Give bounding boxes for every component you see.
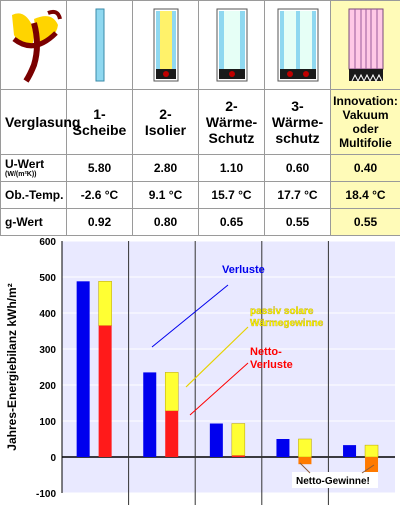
annotation-losses-arrow	[151, 284, 229, 348]
net-loss-bar	[165, 410, 179, 457]
solar-gain-bar	[298, 438, 312, 458]
loss-bar	[209, 423, 223, 457]
surface-temp-cell: 18.4 °C	[330, 181, 400, 209]
loss-bar	[343, 445, 357, 457]
g-value-cell: 0.92	[66, 208, 133, 236]
y-tick-label: 100	[39, 417, 56, 428]
u-value-cell: 1.10	[198, 154, 265, 182]
net-loss-bar	[98, 325, 112, 457]
glazing-header-row: Verglasung 1- Scheibe 2- Isolier 2- Wärme- S…	[0, 89, 400, 155]
solar-gain-bar	[231, 423, 246, 456]
annotation-net-loss-arrow	[189, 362, 249, 416]
annotation-solar-line1: passiv solare	[250, 306, 314, 317]
y-tick-label: 500	[39, 273, 56, 284]
y-tick-label: 300	[39, 345, 56, 356]
u-value-cell: 2.80	[132, 154, 199, 182]
y-tick-label: -100	[36, 489, 56, 500]
loss-bar	[76, 281, 90, 457]
surface-temp-cell: 15.7 °C	[198, 181, 265, 209]
annotation-solar-line2: Wärmegewinne	[250, 318, 324, 329]
y-tick-label: 0	[50, 453, 56, 464]
low-e-double-pane-icon	[198, 0, 265, 90]
g-value-row: g-Wert 0.92 0.80 0.65 0.55 0.55	[0, 208, 400, 236]
row-label-verglasung: Verglasung	[0, 89, 80, 155]
annotation-net-gain-arrow-2	[361, 464, 375, 474]
solar-gain-bar	[98, 281, 112, 326]
triple-pane-window-icon	[264, 0, 331, 90]
annotation-net-gain-arrow-1	[299, 462, 311, 474]
annotation-solar-arrow	[185, 326, 249, 388]
energy-balance-chart: -100 0 100 200 300 400 500 600 Jahres-Energiebil…	[5, 237, 395, 505]
u-value-row: U-Wert (W/(m²K)) 5.80 2.80 1.10 0.60 0.40	[0, 154, 400, 182]
g-value-label: g-Wert	[0, 208, 67, 236]
y-tick-label: 200	[39, 381, 56, 392]
y-tick-label: 400	[39, 309, 56, 320]
net-gain-bar	[298, 457, 312, 465]
col-header-5: Innovation: Vakuum oder Multifolie	[330, 89, 400, 155]
surface-temp-row: Ob.-Temp. -2.6 °C 9.1 °C 15.7 °C 17.7 °C…	[0, 181, 400, 209]
col-header-3: 2- Wärme- Schutz	[198, 89, 265, 155]
u-value-label: U-Wert (W/(m²K))	[0, 154, 67, 182]
u-value-cell: 0.40	[330, 154, 400, 182]
net-loss-bar	[231, 455, 245, 457]
solar-gain-bar	[364, 444, 379, 458]
surface-temp-cell: -2.6 °C	[66, 181, 133, 209]
g-value-cell: 0.55	[330, 208, 400, 236]
loss-bar	[143, 372, 157, 457]
annotation-net-gain-box	[292, 472, 378, 488]
surface-temp-cell: 17.7 °C	[264, 181, 331, 209]
solar-gain-bar	[164, 372, 179, 412]
annotation-losses: Verluste	[222, 264, 265, 276]
annotation-net-gain: Netto-Gewinne!	[296, 476, 370, 487]
y-axis-label: Jahres-Energiebilanz kWh/m²	[5, 283, 19, 450]
icon-row	[0, 0, 400, 90]
annotation-net-loss-line1: Netto-	[250, 346, 282, 358]
col-header-1: 1- Scheibe	[66, 89, 133, 155]
annotation-net-loss-line2: Verluste	[250, 359, 293, 371]
net-gain-bar	[365, 457, 379, 474]
g-value-cell: 0.65	[198, 208, 265, 236]
surface-temp-cell: 9.1 °C	[132, 181, 199, 209]
col-header-2: 2- Isolier	[132, 89, 199, 155]
multifoil-window-icon	[330, 0, 400, 90]
col-header-4: 3- Wärme-schutz	[264, 89, 331, 155]
surface-temp-label: Ob.-Temp.	[0, 181, 67, 209]
u-value-cell: 5.80	[66, 154, 133, 182]
y-tick-label: 600	[39, 237, 56, 248]
phi-logo-icon	[0, 0, 67, 90]
plot-area	[62, 241, 395, 493]
loss-bar	[276, 439, 290, 457]
single-pane-window-icon	[66, 0, 133, 90]
g-value-cell: 0.80	[132, 208, 199, 236]
double-pane-window-icon	[132, 0, 199, 90]
u-value-cell: 0.60	[264, 154, 331, 182]
glazing-table: Verglasung 1- Scheibe 2- Isolier 2- Wärme- S…	[0, 0, 400, 236]
